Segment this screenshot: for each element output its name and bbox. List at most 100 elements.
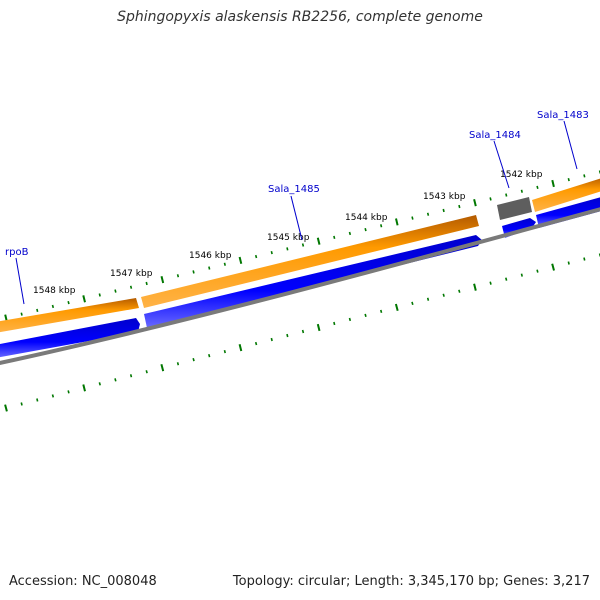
minor-tick bbox=[254, 341, 258, 346]
scale-label: 1548 kbp bbox=[33, 286, 76, 296]
minor-tick bbox=[489, 197, 492, 201]
minor-tick bbox=[426, 212, 430, 216]
minor-tick bbox=[301, 243, 305, 247]
major-tick bbox=[238, 256, 243, 265]
minor-tick bbox=[51, 304, 55, 309]
major-tick bbox=[473, 283, 477, 291]
minor-tick bbox=[176, 274, 180, 278]
minor-tick bbox=[270, 337, 273, 342]
scale-label: 1545 kbp bbox=[267, 233, 310, 243]
minor-tick bbox=[348, 317, 352, 322]
minor-tick bbox=[192, 357, 195, 362]
minor-tick bbox=[208, 353, 211, 358]
orange-feature-1483[interactable] bbox=[532, 177, 600, 212]
minor-tick bbox=[505, 193, 508, 197]
leader-line-rpoB bbox=[15, 257, 25, 305]
major-tick bbox=[316, 237, 321, 245]
minor-tick bbox=[458, 289, 461, 293]
minor-tick bbox=[489, 281, 492, 285]
minor-tick bbox=[270, 251, 273, 255]
minor-tick bbox=[114, 378, 117, 382]
minor-tick bbox=[333, 235, 336, 239]
orange-feature-1485[interactable] bbox=[141, 215, 479, 308]
minor-tick bbox=[20, 312, 23, 316]
scale-label: 1546 kbp bbox=[189, 251, 232, 261]
minor-tick bbox=[98, 293, 101, 297]
minor-tick bbox=[567, 261, 570, 265]
minor-tick bbox=[145, 370, 148, 374]
major-tick bbox=[551, 179, 555, 188]
major-tick bbox=[238, 343, 243, 352]
minor-tick bbox=[223, 350, 226, 354]
pseudo-gene-1484[interactable] bbox=[497, 197, 532, 220]
minor-tick bbox=[254, 254, 258, 259]
major-tick bbox=[473, 199, 477, 207]
minor-tick bbox=[567, 178, 570, 182]
minor-tick bbox=[411, 301, 414, 306]
minor-tick bbox=[145, 281, 148, 286]
minor-tick bbox=[223, 262, 226, 266]
minor-tick bbox=[536, 185, 539, 189]
minor-tick bbox=[51, 394, 55, 398]
accession-text: Accession: NC_008048 bbox=[9, 574, 157, 589]
minor-tick bbox=[129, 374, 133, 378]
gene-label-rpoB[interactable]: rpoB bbox=[5, 247, 29, 258]
minor-tick bbox=[67, 301, 70, 305]
scale-label: 1544 kbp bbox=[345, 213, 388, 223]
gene-label-1484[interactable]: Sala_1484 bbox=[469, 130, 521, 141]
minor-tick bbox=[380, 224, 383, 228]
kbp-scale: 1548 kbp 1547 kbp 1546 kbp 1545 kbp 1544… bbox=[33, 170, 543, 296]
leader-line-1483 bbox=[563, 120, 578, 170]
major-tick bbox=[395, 218, 399, 226]
major-tick bbox=[4, 404, 8, 412]
leader-line-1485 bbox=[290, 195, 303, 241]
minor-tick bbox=[442, 208, 445, 213]
blue-cds-rpoB[interactable] bbox=[0, 318, 140, 358]
minor-tick bbox=[36, 398, 39, 402]
minor-tick bbox=[20, 402, 23, 406]
gene-label-1485[interactable]: Sala_1485 bbox=[268, 184, 320, 195]
minor-tick bbox=[129, 285, 133, 289]
minor-tick bbox=[583, 174, 586, 178]
minor-tick bbox=[364, 313, 367, 317]
major-tick bbox=[82, 295, 86, 303]
minor-tick bbox=[36, 308, 39, 312]
major-tick bbox=[160, 364, 165, 372]
inner-tick-ring bbox=[4, 253, 600, 412]
minor-tick bbox=[380, 309, 383, 313]
minor-tick bbox=[442, 293, 445, 297]
minor-tick bbox=[301, 329, 305, 334]
blue-cds-1483[interactable] bbox=[536, 196, 600, 228]
major-tick bbox=[160, 275, 165, 284]
minor-tick bbox=[364, 228, 367, 232]
minor-tick bbox=[67, 390, 70, 394]
minor-tick bbox=[286, 333, 289, 338]
major-tick bbox=[551, 263, 555, 271]
scale-label: 1542 kbp bbox=[500, 170, 543, 180]
major-tick bbox=[316, 323, 321, 332]
minor-tick bbox=[333, 321, 336, 326]
scale-label: 1547 kbp bbox=[110, 269, 153, 279]
gene-labels: rpoB Sala_1485 Sala_1484 Sala_1483 bbox=[5, 110, 589, 305]
minor-tick bbox=[458, 204, 461, 209]
minor-tick bbox=[98, 382, 101, 386]
minor-tick bbox=[348, 231, 352, 236]
minor-tick bbox=[114, 289, 117, 293]
minor-tick bbox=[505, 277, 508, 281]
major-tick bbox=[82, 384, 86, 392]
outer-tick-ring bbox=[4, 170, 600, 322]
minor-tick bbox=[426, 297, 430, 301]
major-tick bbox=[394, 303, 399, 311]
minor-tick bbox=[520, 189, 523, 193]
minor-tick bbox=[176, 362, 180, 366]
genome-summary-text: Topology: circular; Length: 3,345,170 bp… bbox=[232, 574, 590, 589]
minor-tick bbox=[286, 247, 289, 251]
map-title: Sphingopyxis alaskensis RB2256, complete… bbox=[117, 9, 483, 25]
gene-label-1483[interactable]: Sala_1483 bbox=[537, 110, 589, 121]
minor-tick bbox=[583, 257, 586, 261]
orange-feature-rpoB[interactable] bbox=[0, 298, 139, 333]
leader-line-1484 bbox=[493, 140, 510, 189]
blue-cds-1485[interactable] bbox=[144, 235, 482, 328]
minor-tick bbox=[208, 266, 211, 270]
